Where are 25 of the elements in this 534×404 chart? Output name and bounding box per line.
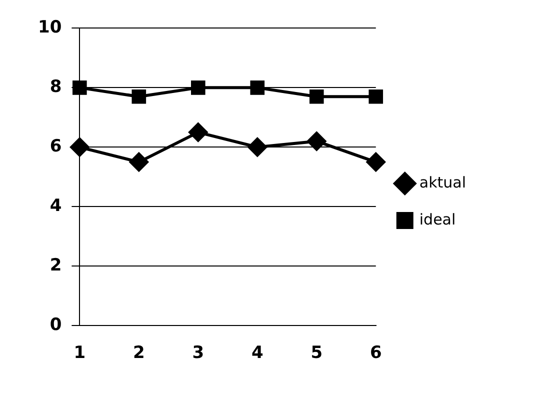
x-tick-label: 5 <box>310 343 323 364</box>
point <box>250 80 265 95</box>
y-tick-label: 6 <box>50 136 62 157</box>
x-tick-label: 1 <box>74 343 86 364</box>
point <box>132 89 146 104</box>
point <box>129 152 148 172</box>
legend-label: ideal <box>419 210 456 228</box>
point <box>188 122 208 142</box>
legend-label: aktual <box>419 173 466 192</box>
y-tick-label: 8 <box>50 77 62 98</box>
point <box>309 89 324 104</box>
y-tick-label: 10 <box>38 18 62 38</box>
point <box>366 152 386 172</box>
point <box>248 138 267 157</box>
x-tick-label: 3 <box>192 343 204 364</box>
point <box>190 80 206 95</box>
point <box>368 89 384 104</box>
point <box>307 132 326 151</box>
x-tick-label: 4 <box>251 343 264 364</box>
x-tick-label: 6 <box>370 343 382 364</box>
x-tick-label: 2 <box>132 343 145 364</box>
y-tick-label: 4 <box>50 196 62 216</box>
y-tick-label: 2 <box>50 256 62 276</box>
point <box>70 138 90 157</box>
y-tick-label: 0 <box>50 315 62 336</box>
